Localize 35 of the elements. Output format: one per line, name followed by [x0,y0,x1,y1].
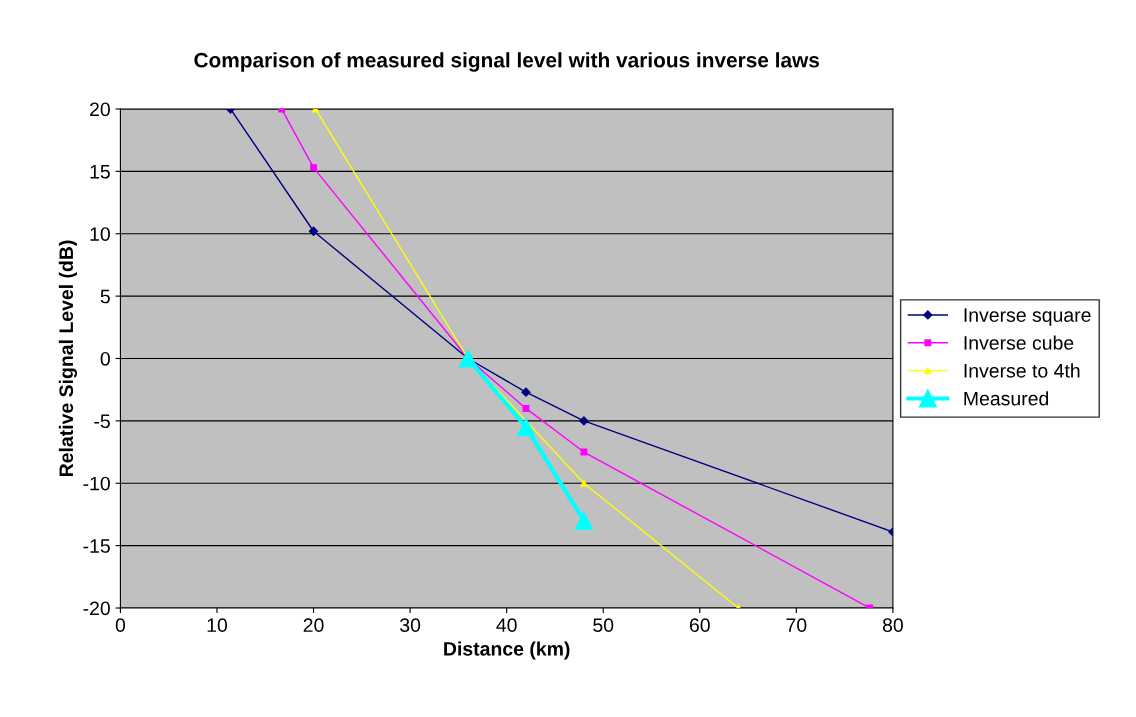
point [521,387,531,397]
chart-title: Comparison of measured signal level with various inverse laws [194,52,820,72]
x-tick-label: 50 [593,618,614,633]
legend-label: Inverse square [964,308,1091,326]
x-tick-label: 30 [400,618,421,633]
x-tick-label: 0 [115,618,126,633]
point [579,416,589,426]
point [308,226,319,236]
point [574,511,593,530]
point [580,448,588,456]
x-tick-label: 60 [689,618,710,633]
point [516,418,535,437]
legend-label: Measured [964,391,1049,406]
y-tick-label: 5 [100,289,110,304]
x-tick-label: 70 [786,618,807,633]
point [522,404,530,412]
x-tick-label: 80 [882,618,903,633]
y-tick-label: 10 [90,227,110,241]
x-axis-title: Distance (km) [444,641,570,660]
y-tick-label: 20 [90,102,110,117]
legend-label: Inverse to 4th [964,363,1080,378]
y-tick-label: -15 [83,539,110,553]
point [459,349,478,368]
legend-label: Inverse cube [964,335,1074,350]
x-tick-label: 20 [303,618,324,633]
y-tick-label: -10 [83,476,110,491]
y-tick-label: 15 [90,165,110,179]
x-tick-label: 10 [207,618,228,633]
point [580,479,588,487]
y-tick-label: 0 [100,351,110,366]
y-axis-title: Relative Signal Level (dB) [58,240,78,477]
y-tick-label: -20 [83,601,110,616]
y-tick-label: -5 [94,414,110,429]
x-tick-label: 40 [496,618,517,633]
point [310,164,318,172]
